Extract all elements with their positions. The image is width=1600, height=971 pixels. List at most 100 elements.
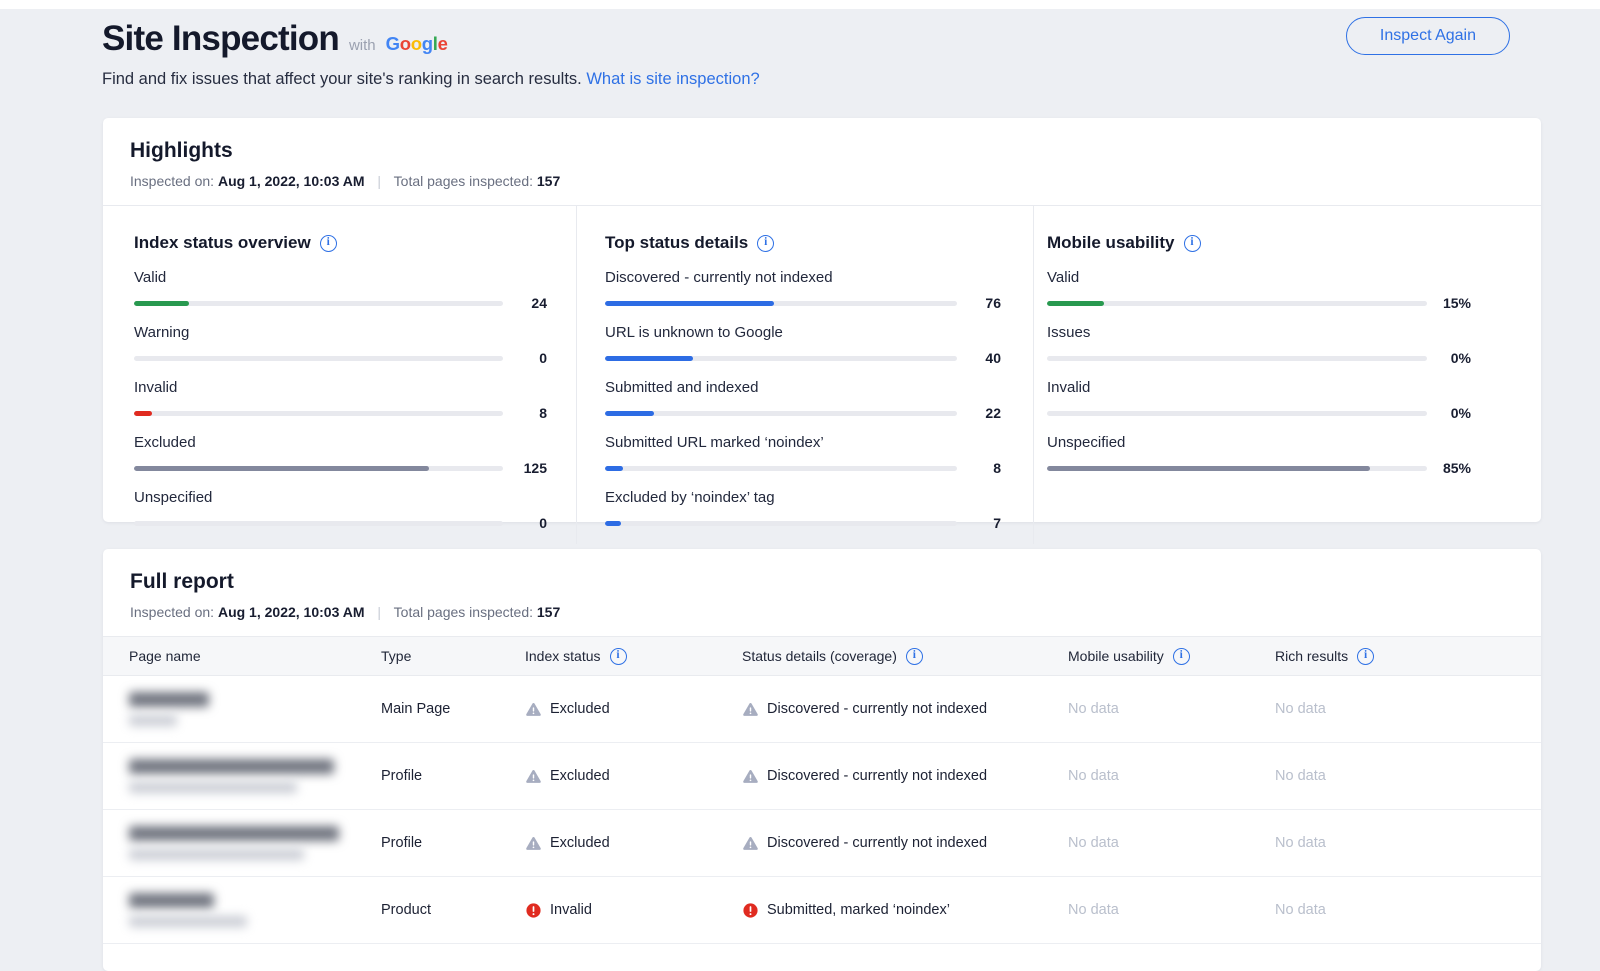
status-details-label: Discovered - currently not indexed	[767, 835, 988, 851]
progress-track	[605, 355, 957, 361]
highlights-head: Highlights Inspected on: Aug 1, 2022, 10…	[103, 118, 1541, 205]
stat-value: 15%	[1442, 295, 1471, 311]
column-header-status-details: Status details (coverage)	[742, 647, 1068, 665]
progress-fill	[134, 465, 430, 471]
info-icon[interactable]	[609, 647, 627, 665]
column-header-rich-results: Rich results	[1275, 647, 1541, 665]
progress-track	[605, 465, 957, 471]
stat-value: 8	[993, 460, 1001, 476]
info-icon[interactable]	[905, 647, 923, 665]
title-row: Site Inspection with Google	[102, 19, 1510, 59]
stat-label: Valid	[134, 269, 167, 286]
table-row: Profile Excluded Discovered - currently …	[103, 743, 1541, 810]
stat-value: 40	[985, 350, 1001, 366]
index-status-overview-panel: Index status overview Valid 24 Warning 0…	[103, 206, 576, 544]
progress-fill	[605, 300, 774, 306]
error-circle-icon	[742, 902, 759, 919]
warning-triangle-icon	[742, 701, 759, 718]
info-icon[interactable]	[1357, 647, 1375, 665]
table-row: Profile Excluded Discovered - currently …	[103, 810, 1541, 877]
mobile-usability-cell: No data	[1068, 835, 1119, 851]
stat-value: 0	[539, 350, 547, 366]
stat-value: 85%	[1442, 460, 1471, 476]
column-header-label: Index status	[525, 648, 601, 664]
column-header-type: Type	[381, 648, 525, 664]
progress-fill	[1047, 300, 1104, 306]
stat-label: Issues	[1047, 324, 1091, 341]
blurred-page-name	[129, 893, 214, 908]
column-header-label: Type	[381, 648, 412, 664]
stat-label: Invalid	[134, 379, 178, 396]
info-icon[interactable]	[319, 234, 337, 252]
warning-triangle-icon	[525, 701, 542, 718]
page-header: Site Inspection with Google Find and fix…	[0, 9, 1600, 89]
stat-url-unknown: URL is unknown to Google 40	[605, 324, 1001, 366]
column-header-label: Rich results	[1275, 648, 1349, 664]
page-name-cell	[129, 826, 381, 860]
progress-fill	[605, 355, 693, 361]
type-cell: Profile	[381, 768, 423, 784]
highlights-columns: Index status overview Valid 24 Warning 0…	[103, 205, 1541, 544]
table-row: Main Page Excluded Discovered - currentl…	[103, 676, 1541, 743]
stat-value: 7	[993, 515, 1001, 531]
blurred-page-name	[129, 692, 209, 707]
type-cell: Main Page	[381, 701, 451, 717]
stat-label: Valid	[1047, 269, 1080, 286]
column-title-text: Top status details	[605, 233, 749, 252]
status-details-label: Discovered - currently not indexed	[767, 768, 988, 784]
progress-track	[134, 300, 503, 306]
progress-fill	[605, 465, 623, 471]
info-icon[interactable]	[1183, 234, 1201, 252]
stat-value: 24	[531, 295, 547, 311]
index-status-label: Excluded	[550, 835, 610, 851]
stat-label: Unspecified	[1047, 434, 1126, 451]
progress-fill	[605, 520, 621, 526]
blurred-page-url	[129, 916, 247, 927]
what-is-site-inspection-link[interactable]: What is site inspection?	[586, 70, 760, 88]
mobile-usability-cell: No data	[1068, 768, 1119, 784]
page-name-cell	[129, 893, 381, 927]
status-details-cell: Discovered - currently not indexed	[742, 768, 1068, 785]
progress-track	[134, 355, 503, 361]
progress-track	[1047, 410, 1427, 416]
stat-label: URL is unknown to Google	[605, 324, 783, 341]
highlights-card: Highlights Inspected on: Aug 1, 2022, 10…	[103, 118, 1541, 544]
total-pages-value: 157	[536, 173, 561, 189]
stat-value: 22	[985, 405, 1001, 421]
info-icon[interactable]	[757, 234, 775, 252]
progress-fill	[605, 410, 655, 416]
warning-triangle-icon	[525, 768, 542, 785]
stat-excluded-noindex: Excluded by ‘noindex’ tag 7	[605, 489, 1001, 531]
status-details-cell: Submitted, marked ‘noindex’	[742, 902, 1068, 919]
stat-label: Invalid	[1047, 379, 1091, 396]
stat-label: Submitted URL marked ‘noindex’	[605, 434, 824, 451]
error-circle-icon	[525, 902, 542, 919]
stat-label: Excluded by ‘noindex’ tag	[605, 489, 775, 506]
stat-issues: Issues 0%	[1047, 324, 1471, 366]
stat-label: Excluded	[134, 434, 196, 451]
meta-separator: |	[377, 173, 382, 189]
blurred-page-name	[129, 759, 334, 774]
meta-separator: |	[377, 604, 382, 620]
stat-valid: Valid 24	[134, 269, 547, 311]
index-status-cell: Excluded	[525, 835, 742, 852]
progress-track	[605, 410, 957, 416]
index-status-label: Excluded	[550, 768, 610, 784]
top-status-details-title: Top status details	[605, 233, 1001, 253]
mobile-usability-title: Mobile usability	[1047, 233, 1471, 253]
with-label: with	[348, 37, 376, 54]
progress-track	[134, 520, 503, 526]
info-icon[interactable]	[1172, 647, 1190, 665]
stat-valid: Valid 15%	[1047, 269, 1471, 311]
inspect-again-button[interactable]: Inspect Again	[1345, 17, 1510, 55]
page-name-cell	[129, 692, 381, 726]
stat-invalid: Invalid 8	[134, 379, 547, 421]
stat-value: 125	[523, 460, 547, 476]
stat-value: 0%	[1450, 405, 1471, 421]
stat-warning: Warning 0	[134, 324, 547, 366]
full-report-card: Full report Inspected on: Aug 1, 2022, 1…	[103, 549, 1541, 971]
stat-value: 0	[539, 515, 547, 531]
progress-track	[1047, 465, 1427, 471]
progress-track	[134, 410, 503, 416]
inspected-on-label: Inspected on:	[130, 173, 215, 189]
